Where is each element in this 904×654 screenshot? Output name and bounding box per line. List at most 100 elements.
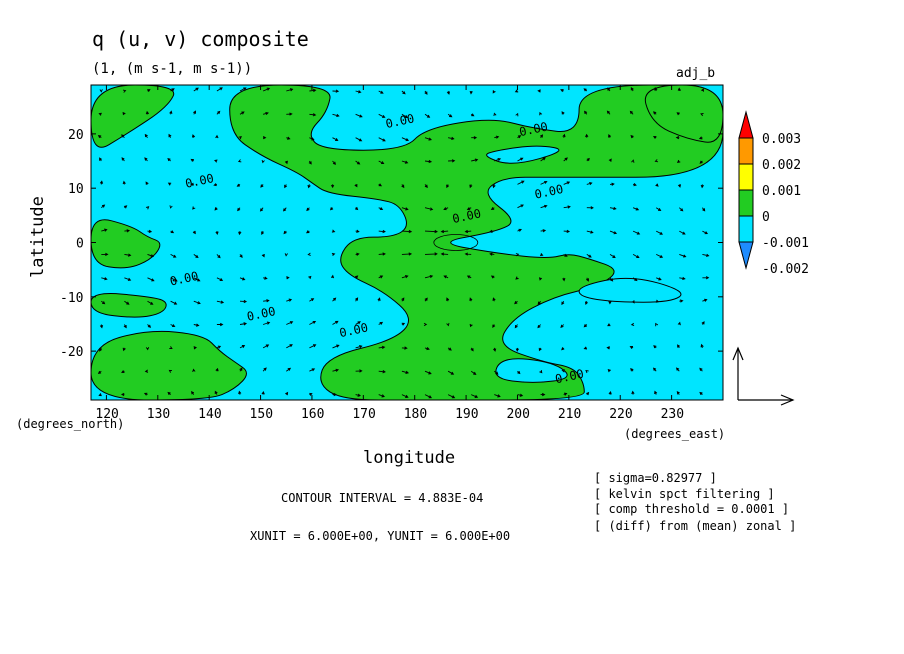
wind-vector bbox=[539, 370, 543, 374]
positive-region-3 bbox=[91, 330, 247, 400]
wind-vector bbox=[378, 207, 384, 211]
wind-vector bbox=[239, 277, 246, 281]
wind-vector bbox=[632, 277, 638, 282]
chart-title: q (u, v) composite bbox=[92, 27, 309, 51]
wind-vector bbox=[263, 276, 268, 280]
wind-vector bbox=[170, 230, 175, 234]
wind-vector bbox=[124, 253, 132, 257]
wind-vector bbox=[517, 180, 525, 185]
wind-vector bbox=[447, 347, 452, 351]
wind-vector bbox=[307, 252, 311, 256]
wind-vector bbox=[675, 135, 680, 140]
wind-vector bbox=[99, 347, 103, 352]
wind-vector bbox=[676, 391, 680, 395]
wind-vector bbox=[167, 157, 171, 162]
wind-vector bbox=[239, 254, 243, 258]
wind-vector bbox=[261, 230, 265, 235]
wind-vector bbox=[239, 322, 248, 326]
wind-vector bbox=[170, 277, 178, 282]
wind-vector bbox=[239, 299, 248, 304]
wind-vector bbox=[517, 393, 524, 397]
wind-vector bbox=[332, 137, 339, 141]
contour-label: 0.00 bbox=[246, 304, 277, 324]
positive-regions bbox=[91, 85, 723, 400]
wind-vector bbox=[424, 297, 428, 302]
wind-vector bbox=[193, 300, 201, 305]
wind-vector bbox=[424, 229, 438, 234]
contour-label: 0.00 bbox=[518, 119, 549, 139]
wind-vector bbox=[330, 184, 335, 189]
positive-region-2 bbox=[91, 219, 161, 269]
wind-vector bbox=[332, 89, 340, 93]
wind-vector bbox=[494, 370, 499, 375]
contour-interval: CONTOUR INTERVAL = 4.883E-04 bbox=[281, 491, 483, 505]
wind-vector bbox=[632, 182, 637, 187]
wind-vector bbox=[355, 321, 361, 325]
wind-vector bbox=[700, 112, 704, 117]
wind-vector bbox=[655, 322, 659, 327]
wind-vector bbox=[101, 277, 108, 281]
wind-vector bbox=[630, 134, 634, 139]
wind-vector bbox=[238, 135, 242, 140]
wind-vector bbox=[169, 110, 173, 115]
wind-vector bbox=[608, 301, 612, 305]
wind-vector bbox=[631, 159, 635, 163]
wind-vector bbox=[583, 346, 588, 350]
wind-vector bbox=[283, 230, 287, 235]
x-tick-label: 180 bbox=[404, 407, 427, 422]
wind-vector bbox=[652, 367, 657, 372]
wind-vector bbox=[123, 205, 128, 209]
wind-vector bbox=[401, 346, 408, 350]
contour-label: 0.00 bbox=[184, 171, 215, 191]
wind-vector bbox=[192, 368, 196, 373]
run-label: adj_b bbox=[676, 66, 715, 81]
wind-vector bbox=[237, 207, 241, 212]
wind-vector bbox=[355, 160, 361, 165]
colorbar-label: 0.001 bbox=[762, 184, 801, 199]
colorbar-label: 0 bbox=[762, 210, 770, 225]
wind-vector bbox=[145, 347, 150, 351]
wind-vector bbox=[424, 274, 434, 279]
x-tick-label: 120 bbox=[95, 407, 118, 422]
wind-vector bbox=[515, 253, 520, 257]
wind-vector bbox=[239, 111, 245, 115]
wind-vector bbox=[515, 347, 519, 352]
wind-vector bbox=[99, 180, 104, 185]
wind-vector bbox=[122, 180, 126, 185]
wind-vector bbox=[144, 369, 149, 373]
contour-label: 0.00 bbox=[169, 269, 200, 289]
wind-vector bbox=[121, 370, 125, 374]
equatorial-contour bbox=[433, 234, 479, 251]
wind-vector bbox=[424, 90, 428, 95]
wind-vector bbox=[214, 159, 218, 163]
wind-vector bbox=[332, 320, 339, 325]
x-tick-label: 130 bbox=[147, 407, 170, 422]
wind-vector bbox=[213, 183, 218, 187]
wind-vector bbox=[490, 275, 495, 279]
wind-vector bbox=[354, 206, 359, 211]
wind-vector bbox=[101, 252, 109, 256]
wind-vector bbox=[378, 394, 385, 398]
wind-vector bbox=[378, 90, 384, 94]
wind-vector bbox=[355, 297, 359, 302]
wind-vector bbox=[583, 324, 588, 328]
wind-vector bbox=[124, 300, 130, 305]
wind-vector bbox=[401, 394, 409, 398]
wind-vector bbox=[262, 321, 271, 325]
wind-vector bbox=[99, 89, 103, 93]
wind-vector bbox=[401, 90, 406, 95]
wind-vector bbox=[517, 204, 524, 209]
wind-vector bbox=[494, 157, 502, 162]
wind-vector bbox=[355, 393, 361, 397]
wind-vector bbox=[653, 111, 657, 115]
wind-vector bbox=[101, 204, 106, 209]
wind-vector bbox=[537, 300, 541, 305]
wind-vector bbox=[282, 207, 287, 212]
wind-vector bbox=[654, 390, 658, 395]
wind-vector bbox=[121, 134, 125, 139]
wind-vector bbox=[632, 207, 640, 211]
wind-vector bbox=[699, 391, 703, 396]
wind-vector bbox=[424, 113, 431, 118]
contour-label: 0.00 bbox=[338, 320, 369, 340]
vector-units: XUNIT = 6.000E+00, YUNIT = 6.000E+00 bbox=[250, 529, 510, 543]
